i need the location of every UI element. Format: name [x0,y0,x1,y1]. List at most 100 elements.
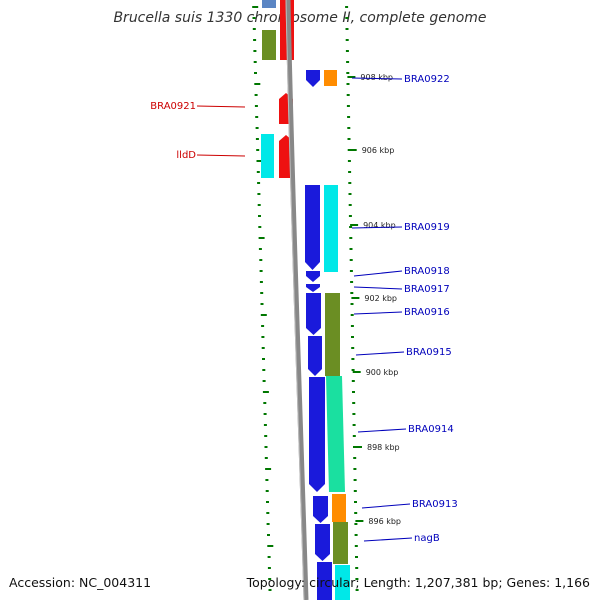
inner-dot [263,402,267,404]
feature-top-steelblue [262,0,276,8]
inner-dot [255,138,259,140]
reverse-strand-features [305,70,350,600]
kbp-scale: 908 kbp 906 kbp 904 kbp 902 kbp 900 kbp 898 k… [347,73,401,526]
outer-dot [346,94,350,96]
inner-dot [260,314,267,316]
inner-dot [267,545,274,547]
outer-dot [345,17,349,19]
outer-dot [352,391,355,393]
inner-dot [265,468,272,470]
kbp-label: 906 kbp [362,146,395,155]
kbp-tick [348,149,357,151]
outer-dot [349,259,353,261]
outer-dot [348,182,352,184]
kbp-tick [355,520,364,522]
leader-lines [196,77,413,542]
inner-dot [258,226,262,228]
inner-dot [259,281,263,283]
outer-dot [347,116,351,118]
outer-dot [347,160,351,162]
inner-dot [262,380,266,382]
feature-bra0914-blue [309,377,325,492]
outer-dot [352,402,356,404]
kbp-label: 904 kbp [363,221,396,230]
feature-bra0914-green [326,376,345,492]
inner-dot [260,292,264,294]
inner-dot [254,72,257,74]
outer-dot [351,358,355,360]
outer-dot [355,567,359,569]
gene-label-bra0917[interactable]: BRA0917 [404,284,450,295]
gene-label-bra0915[interactable]: BRA0915 [406,347,452,358]
outer-dot [355,556,358,558]
inner-dot [263,424,267,426]
kbp-tick [347,76,356,78]
kbp-label: 908 kbp [360,73,393,82]
feature-nagb-olive [333,522,348,564]
outer-dot [351,380,355,382]
gene-label-bra0916[interactable]: BRA0916 [404,307,450,318]
inner-dot [259,270,263,272]
outer-dot [352,424,356,426]
inner-dot [264,446,268,448]
kbp-label: 896 kbp [368,517,401,526]
gene-label-bra0918[interactable]: BRA0918 [404,266,450,277]
feature-bra0922-orange [324,70,337,86]
inner-dot [262,391,269,393]
inner-dot [261,325,265,327]
topology-text: Topology: circular; Length: 1,207,381 bp… [246,575,590,590]
inner-dot [262,358,265,360]
inner-dot [255,116,259,118]
inner-dot [253,61,257,63]
outer-dot [345,28,349,30]
inner-dot [256,160,263,162]
inner-dot [257,204,261,206]
inner-dot [261,347,265,349]
outer-dot [352,435,356,437]
inner-dot [256,149,260,151]
inner-dot [254,94,258,96]
outer-dot [350,303,354,305]
outer-tick-dots [345,6,359,591]
backbone-highlight [285,0,305,600]
gene-label-bra0921[interactable]: BRA0921 [150,101,196,112]
outer-dot [352,413,356,415]
inner-dot [254,83,261,85]
inner-dot [261,336,265,338]
outer-dot [348,215,352,217]
inner-dot [268,578,272,580]
gene-label-bra0913[interactable]: BRA0913 [412,499,458,510]
feature-bra0913-blue [313,496,328,523]
outer-dot [349,226,353,228]
outer-dot [345,39,349,41]
gene-label-bra0914[interactable]: BRA0914 [408,424,454,435]
map-title: Brucella suis 1330 chromosome II, comple… [113,10,487,26]
outer-dot [351,336,354,338]
inner-dot [256,171,260,173]
feature-bra0917 [306,284,320,292]
inner-dot [253,50,257,52]
inner-dot [260,303,264,305]
inner-dot [266,523,270,525]
outer-dot [348,193,352,195]
outer-dot [354,534,358,536]
gene-label-nagb[interactable]: nagB [414,533,440,544]
outer-dot [348,204,352,206]
inner-dot [267,567,271,569]
inner-dot [263,413,267,415]
outer-dot [347,138,351,140]
gene-label-bra0919[interactable]: BRA0919 [404,222,450,233]
feature-top-olive [262,30,276,60]
kbp-label: 900 kbp [366,368,399,377]
outer-dot [346,105,350,107]
backbone-line [285,0,309,600]
outer-dot [345,50,349,52]
feature-bra0922-blue [306,70,320,87]
inner-dot [252,6,259,8]
gene-label-lldd[interactable]: lldD [176,150,196,161]
outer-dot [354,512,358,514]
outer-dot [349,248,353,250]
gene-label-bra0922[interactable]: BRA0922 [404,74,450,85]
outer-dot [349,270,353,272]
